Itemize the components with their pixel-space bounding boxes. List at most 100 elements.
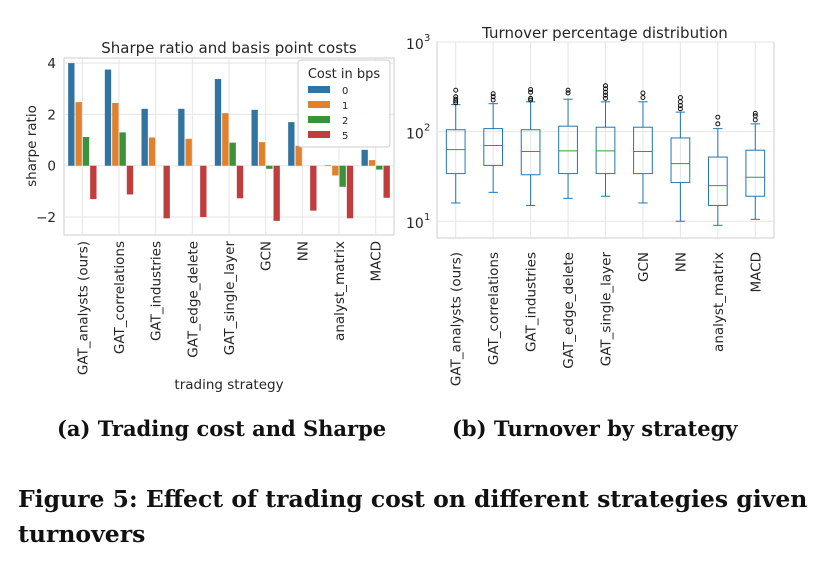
bar-gat-edge-delete-cost-5 [200,165,207,218]
outlier-point [603,89,608,95]
box-gat-single-layer [595,83,616,197]
sharpe-x-tick-label: analyst_matrix [332,241,348,341]
bar-gat-industries-cost-5 [163,165,170,219]
bar-gat-industries-cost-1 [148,137,156,166]
box-body [520,129,541,176]
turnover-x-ticks: GAT_analysts (ours) GAT_correlations GAT_i… [449,252,765,387]
turnover-y-tick-base: 10 [406,127,424,143]
bar-macd-cost-5 [383,165,390,198]
bar-analyst-matrix-cost-1 [332,165,339,176]
bar-gat-analysts-ours-cost-5 [90,165,97,200]
turnover-chart-title: Turnover percentage distribution [481,24,728,42]
box-gat-correlations [483,91,504,193]
bar-analyst-matrix-cost-5 [346,165,354,219]
sharpe-y-tick-label: 2 [47,107,56,123]
legend-swatch-cost-5 [308,131,330,138]
bar-gat-analysts-ours-cost-1 [75,102,82,166]
legend-frame [297,59,391,148]
sharpe-x-axis-label: trading strategy [174,377,283,393]
bar-gat-single-layer-cost-5 [236,165,244,199]
turnover-y-tick-base: 10 [406,37,424,53]
bar-gat-correlations-cost-2 [119,132,126,166]
bar-gat-edge-delete-cost-1 [185,138,192,166]
outlier-point [528,87,534,92]
outlier-point [752,113,758,119]
outlier-point [453,96,459,102]
outlier-point [603,86,608,92]
outlier-point [528,97,534,103]
bar-gat-correlations-cost-1 [112,102,119,166]
outlier-point [677,95,683,100]
outlier-point [453,94,459,100]
sharpe-x-tick-label: GAT_industries [149,241,165,341]
outlier-point [565,90,571,96]
box-body [445,129,466,175]
bar-nn-cost-1 [295,145,302,166]
turnover-boxes [445,83,766,226]
box-analyst-matrix [707,114,728,226]
box-body [707,156,728,206]
outlier-point [752,110,758,116]
bar-gat-single-layer-cost-1 [222,113,229,166]
sharpe-y-axis-label: sharpe ratio [24,105,40,187]
bar-gat-correlations-cost-0 [104,69,112,166]
sharpe-x-ticks: GAT_analysts (ours) GAT_correlations GAT_i… [75,241,384,376]
sharpe-bar-chart: 4 2 0 −2 GAT_analysts (ours) GAT_correlation… [24,39,395,393]
turnover-x-tick-label: GAT_single_layer [599,252,615,367]
turnover-x-tick-label: GCN [636,252,652,282]
bar-gat-analysts-ours-cost-0 [68,63,75,166]
sharpe-y-tick-label: −2 [36,210,56,226]
sharpe-x-tick-label: GAT_single_layer [222,241,238,356]
outlier-point [490,97,496,103]
outlier-point [677,106,683,112]
box-gat-analysts-ours [445,87,466,204]
outlier-point [603,92,608,98]
bar-macd-cost-0 [361,149,368,166]
legend-label-cost-1: 1 [342,101,348,112]
bar-gat-single-layer-cost-2 [229,142,236,166]
bar-gat-industries-cost-0 [141,108,148,166]
sharpe-y-ticks: 4 2 0 −2 [36,56,56,226]
sharpe-y-tick-label: 4 [47,56,56,72]
box-body [558,125,578,175]
bar-analyst-matrix-cost-0 [324,165,332,166]
box-body [633,126,653,175]
subfigure-b-caption: (b) Turnover by strategy [452,416,738,441]
sharpe-x-tick-label: NN [295,241,311,261]
bar-gat-single-layer-cost-0 [214,79,222,166]
box-gat-industries [520,87,541,206]
outlier-point [528,95,534,101]
sharpe-x-tick-label: GAT_edge_delete [185,241,201,358]
bar-gat-correlations-cost-5 [126,165,134,195]
subfigure-a-caption: (a) Trading cost and Sharpe [57,416,387,441]
turnover-y-tick-label: 10 1 [406,212,430,232]
outlier-point [528,89,534,95]
legend-swatch-cost-0 [308,86,330,93]
bar-analyst-matrix-cost-2 [339,165,346,187]
sharpe-x-tick-label: GAT_correlations [112,241,128,354]
bar-gcn-cost-0 [251,109,258,166]
bar-macd-cost-1 [368,160,376,166]
turnover-y-tick-base: 10 [406,216,424,232]
turnover-x-tick-label: NN [673,252,689,272]
outlier-point [640,90,646,96]
bar-nn-cost-5 [310,165,317,211]
outlier-point [640,95,646,100]
legend-label-cost-2: 2 [342,116,348,127]
bar-nn-cost-0 [288,122,295,166]
bar-gcn-cost-5 [273,165,280,221]
box-macd [745,110,766,220]
sharpe-legend: Cost in bps 0 1 2 5 [297,59,391,148]
sharpe-x-tick-label: GCN [259,241,275,271]
legend-swatch-cost-2 [308,116,330,123]
bar-gcn-cost-2 [266,165,273,169]
turnover-x-tick-label: GAT_industries [524,252,540,352]
turnover-x-tick-label: GAT_correlations [486,252,502,365]
bar-gat-analysts-ours-cost-2 [82,137,90,166]
box-nn [670,95,691,222]
sharpe-chart-title: Sharpe ratio and basis point costs [101,39,357,57]
turnover-x-tick-label: GAT_edge_delete [561,252,577,369]
turnover-y-tick-label: 10 3 [406,33,430,53]
